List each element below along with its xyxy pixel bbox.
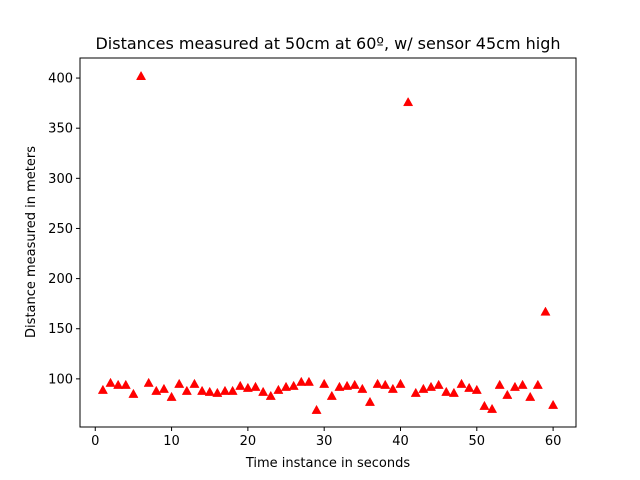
data-point: [235, 380, 246, 390]
data-point: [464, 382, 475, 392]
data-point: [548, 399, 559, 409]
data-point: [151, 385, 162, 395]
data-point: [357, 383, 368, 393]
data-point: [334, 381, 345, 391]
x-tick-label: 60: [545, 434, 562, 449]
data-point: [97, 384, 108, 394]
data-point: [342, 380, 353, 390]
data-point: [166, 391, 177, 401]
data-point: [494, 379, 505, 389]
data-point: [349, 379, 360, 389]
x-tick-label: 40: [392, 434, 409, 449]
x-tick-label: 0: [91, 434, 99, 449]
data-point: [189, 378, 200, 388]
data-point: [113, 379, 124, 389]
data-point: [258, 386, 269, 396]
data-point: [250, 381, 261, 391]
data-point: [487, 403, 498, 413]
x-tick-label: 50: [469, 434, 486, 449]
y-tick-label: 100: [48, 372, 73, 387]
data-point: [319, 378, 330, 388]
data-point: [387, 383, 398, 393]
data-point: [174, 378, 185, 388]
plot-area-frame: [79, 57, 577, 428]
data-point: [380, 379, 391, 389]
data-point: [212, 387, 223, 397]
data-point: [204, 386, 215, 396]
data-point: [197, 385, 208, 395]
data-point: [502, 389, 513, 399]
y-tick-label: 250: [48, 222, 73, 237]
y-axis-label: Distance measured in meters: [24, 146, 39, 338]
data-point: [120, 379, 131, 389]
data-point: [143, 377, 154, 387]
data-point: [227, 385, 238, 395]
data-point: [509, 381, 520, 391]
data-point: [403, 97, 414, 107]
y-tick-label: 350: [48, 122, 73, 137]
data-point: [479, 400, 490, 410]
chart-title: Distances measured at 50cm at 60º, w/ se…: [95, 34, 560, 53]
data-point: [273, 384, 284, 394]
data-point: [433, 379, 444, 389]
data-point: [395, 378, 406, 388]
data-point: [242, 382, 253, 392]
data-point: [181, 385, 192, 395]
data-points: [97, 70, 559, 414]
data-point: [296, 376, 307, 386]
y-tick-label: 150: [48, 322, 73, 337]
y-tick-label: 200: [48, 272, 73, 287]
data-point: [128, 388, 139, 398]
data-point: [311, 404, 322, 414]
data-point: [219, 385, 231, 395]
data-point: [281, 381, 292, 391]
x-axis-ticks: 0 10 20 30 40 50 60: [91, 427, 561, 449]
data-point: [448, 387, 459, 397]
data-point: [441, 386, 452, 396]
y-tick-label: 300: [48, 172, 73, 187]
data-point: [303, 376, 314, 386]
data-point: [372, 378, 383, 388]
data-point: [410, 387, 421, 397]
data-point: [105, 377, 116, 387]
x-tick-label: 10: [163, 434, 180, 449]
data-point: [540, 306, 551, 316]
data-point: [532, 379, 543, 389]
data-point: [425, 381, 437, 391]
x-tick-label: 30: [316, 434, 333, 449]
y-tick-label: 400: [48, 72, 73, 87]
data-point: [136, 70, 147, 80]
data-point: [418, 383, 429, 393]
y-axis-ticks: 100 150 200 250 300 350 400: [48, 72, 80, 387]
data-point: [517, 379, 528, 389]
data-point: [471, 384, 482, 394]
x-tick-label: 20: [240, 434, 257, 449]
data-point: [288, 380, 299, 390]
data-point: [525, 391, 536, 401]
data-point: [326, 390, 337, 400]
data-point: [364, 396, 375, 406]
data-point: [265, 390, 276, 400]
data-point: [158, 383, 169, 393]
data-point: [456, 378, 467, 388]
x-axis-label: Time instance in seconds: [245, 456, 410, 471]
